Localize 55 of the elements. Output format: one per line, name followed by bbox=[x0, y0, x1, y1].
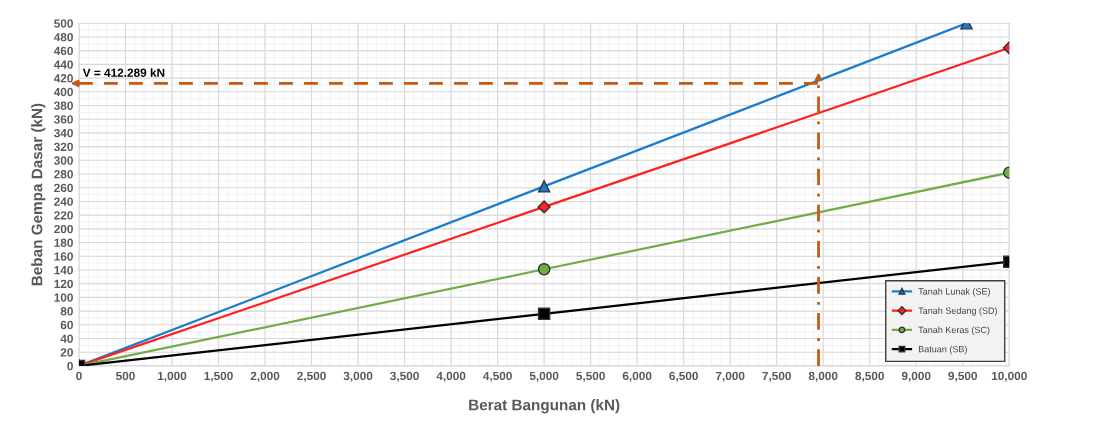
y-tick-label: 200 bbox=[54, 224, 73, 234]
y-tick-label: 420 bbox=[53, 74, 73, 83]
y-tick-label: 140 bbox=[54, 265, 73, 275]
y-tick-label: 500 bbox=[54, 19, 73, 28]
y-tick-label: 300 bbox=[54, 156, 73, 165]
ref-line-label: V = 412.289 kN bbox=[82, 68, 165, 77]
y-tick-label: 120 bbox=[54, 279, 73, 289]
x-tick-label: 7,000 bbox=[715, 371, 745, 382]
x-tick-label: 4,000 bbox=[436, 371, 466, 382]
y-tick-label: 360 bbox=[54, 115, 73, 124]
y-tick-label: 40 bbox=[60, 334, 73, 343]
y-tick-label: 220 bbox=[54, 211, 73, 220]
y-tick-label: 240 bbox=[54, 197, 73, 206]
x-tick-label: 5,000 bbox=[529, 371, 559, 382]
x-tick-label: 9,500 bbox=[948, 371, 978, 382]
point bbox=[537, 180, 551, 193]
y-tick-label: 400 bbox=[53, 87, 73, 97]
x-tick-label: 1,500 bbox=[204, 371, 233, 382]
x-tick-label: 8,000 bbox=[808, 371, 838, 382]
x-tick-label: 3,500 bbox=[390, 371, 419, 382]
x-tick-label: 1,000 bbox=[157, 371, 187, 382]
legend-label: Tanah Lunak (SE) bbox=[918, 288, 990, 297]
y-tick-label: 20 bbox=[60, 348, 73, 357]
y-tick-label: 340 bbox=[54, 128, 73, 138]
x-tick-label: 7,500 bbox=[762, 371, 791, 382]
y-tick-label: 180 bbox=[54, 238, 73, 247]
y-tick-label: 460 bbox=[53, 46, 73, 56]
y-tick-label: 0 bbox=[67, 361, 73, 371]
x-tick-label: 2,000 bbox=[250, 371, 280, 382]
legend-label: Batuan (SB) bbox=[918, 345, 967, 355]
x-tick-label: 500 bbox=[116, 371, 135, 381]
x-tick-label: 6,500 bbox=[669, 371, 698, 382]
y-tick-label: 380 bbox=[54, 101, 73, 110]
x-tick-label: 9,000 bbox=[901, 371, 931, 382]
y-tick-label: 320 bbox=[54, 142, 73, 152]
x-tick-label: 10,000 bbox=[991, 371, 1027, 382]
legend-label: Tanah Sedang (SD) bbox=[918, 307, 997, 316]
x-axis-title: Berat Bangunan (kN) bbox=[469, 399, 620, 414]
y-axis-title: Beban Gempa Dasar (kN) bbox=[31, 103, 46, 286]
legend-label: Tanah Keras (SC) bbox=[918, 326, 990, 335]
x-tick-label: 2,500 bbox=[297, 371, 326, 382]
x-tick-label: 0 bbox=[76, 371, 82, 381]
y-tick-label: 160 bbox=[54, 252, 73, 261]
x-tick-label: 5,500 bbox=[576, 371, 605, 382]
x-tick-label: 3,000 bbox=[343, 371, 373, 382]
y-tick-label: 80 bbox=[60, 307, 73, 316]
y-tick-label: 440 bbox=[53, 60, 73, 69]
y-tick-label: 60 bbox=[60, 320, 73, 330]
x-tick-label: 8,500 bbox=[855, 371, 884, 382]
y-tick-label: 480 bbox=[53, 33, 73, 42]
y-tick-label: 280 bbox=[54, 170, 73, 179]
y-tick-label: 100 bbox=[54, 293, 73, 302]
x-tick-label: 4,500 bbox=[483, 371, 512, 382]
x-tick-label: 6,000 bbox=[622, 371, 652, 382]
y-tick-label: 260 bbox=[54, 183, 73, 193]
